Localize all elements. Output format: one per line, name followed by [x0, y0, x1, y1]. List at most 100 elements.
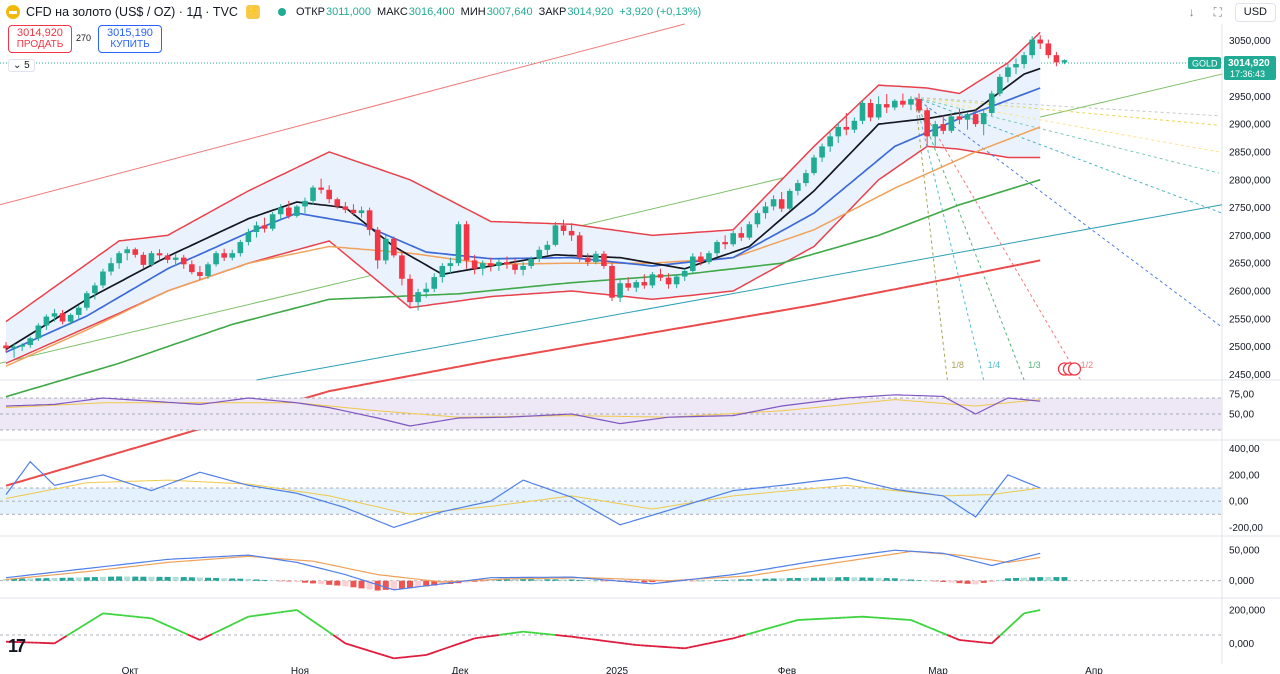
candle[interactable]: [35, 323, 42, 342]
candle[interactable]: [746, 221, 753, 240]
candle[interactable]: [988, 90, 995, 116]
candle[interactable]: [286, 200, 292, 219]
candle[interactable]: [407, 274, 413, 308]
candle[interactable]: [294, 204, 300, 218]
candle[interactable]: [75, 304, 82, 319]
candle[interactable]: [924, 107, 930, 147]
candle[interactable]: [892, 99, 898, 111]
candle[interactable]: [528, 256, 534, 269]
candle[interactable]: [197, 265, 203, 280]
candle[interactable]: [576, 232, 583, 263]
candle[interactable]: [269, 212, 276, 231]
candle[interactable]: [189, 260, 195, 275]
candle[interactable]: [229, 249, 236, 261]
candle[interactable]: [237, 239, 244, 257]
candle[interactable]: [253, 221, 260, 238]
candle[interactable]: [811, 154, 817, 176]
candle[interactable]: [633, 279, 640, 293]
candle[interactable]: [714, 239, 720, 257]
candle[interactable]: [1029, 36, 1035, 59]
candle[interactable]: [795, 179, 801, 196]
candle[interactable]: [326, 185, 332, 204]
candle[interactable]: [358, 206, 365, 218]
candle[interactable]: [762, 202, 769, 219]
candle[interactable]: [140, 252, 147, 269]
candle[interactable]: [1013, 58, 1019, 75]
candle[interactable]: [415, 288, 421, 311]
candle[interactable]: [867, 99, 874, 122]
candle[interactable]: [180, 254, 187, 269]
candle[interactable]: [851, 117, 858, 134]
candle[interactable]: [786, 188, 793, 211]
candle[interactable]: [819, 143, 825, 162]
candle[interactable]: [843, 113, 850, 136]
candle[interactable]: [11, 343, 17, 358]
candle[interactable]: [496, 258, 502, 271]
candle[interactable]: [455, 221, 462, 266]
candle[interactable]: [479, 260, 486, 276]
candle[interactable]: [536, 246, 543, 263]
candle[interactable]: [617, 279, 623, 303]
candle[interactable]: [148, 250, 155, 268]
candle[interactable]: [172, 253, 179, 266]
candle[interactable]: [1005, 64, 1011, 83]
candle[interactable]: [698, 252, 704, 266]
candle[interactable]: [956, 108, 963, 125]
candle[interactable]: [261, 217, 268, 233]
candle[interactable]: [19, 343, 25, 352]
candle[interactable]: [27, 336, 34, 348]
candle[interactable]: [59, 309, 66, 325]
candle[interactable]: [972, 110, 979, 127]
candle[interactable]: [205, 262, 211, 279]
candle[interactable]: [1045, 39, 1052, 59]
candle[interactable]: [471, 254, 478, 275]
event-flag-icon[interactable]: [1067, 362, 1082, 376]
candle[interactable]: [463, 220, 470, 269]
candle[interactable]: [997, 74, 1003, 97]
candle[interactable]: [544, 240, 551, 255]
candle[interactable]: [92, 282, 98, 300]
candle[interactable]: [803, 169, 809, 187]
buy-button[interactable]: 3015,190 КУПИТЬ: [98, 25, 162, 53]
candle[interactable]: [447, 257, 454, 274]
candle[interactable]: [932, 120, 938, 147]
candle[interactable]: [673, 274, 680, 289]
candle[interactable]: [164, 253, 171, 264]
candle[interactable]: [302, 197, 308, 214]
candle[interactable]: [593, 250, 599, 265]
candle[interactable]: [883, 94, 890, 113]
candle[interactable]: [382, 235, 389, 265]
candle[interactable]: [738, 227, 745, 241]
candle[interactable]: [277, 204, 284, 220]
candle[interactable]: [665, 273, 672, 289]
candle[interactable]: [568, 223, 575, 241]
candle[interactable]: [649, 272, 656, 289]
indicators-collapse-button[interactable]: ⌄ 5: [8, 59, 35, 72]
candle[interactable]: [900, 93, 906, 108]
candle[interactable]: [657, 268, 664, 281]
candle[interactable]: [1053, 51, 1060, 67]
candle[interactable]: [964, 111, 971, 130]
candle[interactable]: [350, 204, 357, 216]
candle[interactable]: [504, 256, 510, 269]
candle[interactable]: [124, 246, 130, 261]
arrow-down-icon[interactable]: ↓: [1188, 5, 1195, 19]
candle[interactable]: [84, 291, 90, 311]
candle[interactable]: [835, 123, 842, 144]
candle[interactable]: [940, 115, 947, 135]
candle[interactable]: [859, 100, 866, 125]
candle[interactable]: [3, 342, 9, 353]
candle[interactable]: [310, 185, 316, 205]
lightning-icon[interactable]: ⚡: [245, 5, 260, 19]
candle[interactable]: [374, 227, 381, 269]
candle[interactable]: [706, 250, 712, 265]
candle[interactable]: [770, 195, 777, 211]
candle[interactable]: [221, 248, 227, 261]
candle[interactable]: [754, 210, 761, 228]
symbol-title[interactable]: CFD на золото (US$ / OZ) · 1Д · TVC: [26, 5, 238, 19]
candle[interactable]: [1037, 35, 1044, 50]
candle[interactable]: [908, 96, 914, 111]
candle[interactable]: [108, 257, 114, 276]
candle[interactable]: [520, 262, 526, 276]
candle[interactable]: [560, 219, 567, 236]
